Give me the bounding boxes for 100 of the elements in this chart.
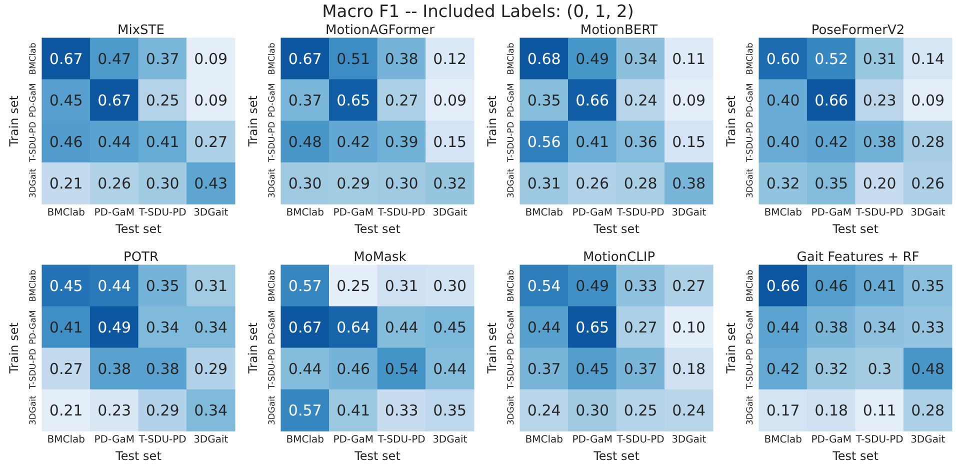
- data-label: 0.49: [98, 318, 132, 336]
- x-tick-label: T-SDU-PD: [138, 208, 187, 219]
- data-label: 0.42: [336, 132, 370, 151]
- data-label: 0.44: [98, 132, 132, 151]
- data-label: 0.37: [527, 360, 561, 378]
- x-tick-label: 3DGait: [672, 208, 706, 219]
- data-label: 0.28: [911, 401, 945, 420]
- y-axis-title: Train set: [485, 95, 499, 148]
- x-axis-title: Test set: [832, 449, 879, 463]
- y-tick-label: T-SDU-PD: [506, 348, 516, 390]
- x-tick-label: 3DGait: [194, 434, 228, 446]
- y-axis-title: Train set: [246, 322, 260, 375]
- y-tick-label: BMClab: [28, 270, 38, 302]
- data-label: 0.37: [288, 91, 322, 110]
- data-label: 0.3: [868, 360, 892, 378]
- x-axis-title: Test set: [832, 222, 879, 236]
- data-label: 0.09: [911, 91, 945, 110]
- y-tick-label: BMClab: [28, 42, 38, 75]
- data-label: 0.24: [624, 91, 658, 110]
- data-label: 0.49: [576, 50, 610, 68]
- x-axis-title: Test set: [114, 222, 162, 236]
- data-label: 0.15: [433, 132, 467, 151]
- x-tick-label: T-SDU-PD: [616, 208, 665, 219]
- x-tick-label: 3DGait: [432, 434, 468, 446]
- y-tick-label: PD-GaM: [268, 83, 278, 118]
- data-label: 0.42: [766, 360, 800, 378]
- x-axis-title: Test set: [592, 222, 640, 236]
- data-label: 0.27: [49, 360, 83, 378]
- data-label: 0.33: [911, 318, 945, 336]
- y-tick-label: PD-GaM: [746, 83, 756, 118]
- data-label: 0.67: [98, 91, 132, 110]
- data-label: 0.47: [98, 50, 132, 68]
- x-tick-label: BMClab: [764, 434, 802, 446]
- data-label: 0.41: [862, 276, 896, 295]
- data-label: 0.32: [433, 174, 467, 192]
- chart-title: MotionAGFormer: [326, 23, 436, 38]
- x-axis-title: Test set: [354, 449, 401, 463]
- y-axis-title: Train set: [246, 95, 260, 148]
- y-tick-label: PD-GaM: [746, 310, 756, 344]
- data-label: 0.33: [384, 401, 418, 420]
- x-tick-label: BMClab: [525, 208, 563, 219]
- data-label: 0.09: [194, 91, 228, 110]
- y-tick-label: T-SDU-PD: [268, 348, 278, 390]
- data-label: 0.29: [336, 174, 370, 192]
- chart-title: POTR: [123, 250, 159, 265]
- y-tick-label: 3DGait: [268, 394, 278, 426]
- data-label: 0.09: [194, 50, 228, 68]
- data-label: 0.34: [862, 318, 896, 336]
- x-tick-label: 3DGait: [432, 208, 468, 219]
- x-tick-label: BMClab: [47, 208, 85, 219]
- data-label: 0.44: [288, 360, 322, 378]
- data-label: 0.38: [862, 132, 896, 151]
- data-label: 0.26: [576, 174, 610, 192]
- data-label: 0.66: [814, 91, 848, 110]
- data-label: 0.10: [672, 318, 706, 336]
- data-label: 0.23: [862, 91, 896, 110]
- y-tick-label: T-SDU-PD: [746, 348, 756, 390]
- data-label: 0.24: [527, 401, 561, 420]
- data-label: 0.56: [527, 132, 561, 151]
- x-tick-label: T-SDU-PD: [616, 434, 665, 446]
- data-label: 0.54: [384, 360, 418, 378]
- data-label: 0.31: [384, 276, 418, 295]
- y-tick-label: BMClab: [506, 270, 516, 302]
- y-tick-label: PD-GaM: [28, 83, 38, 118]
- data-label: 0.17: [766, 401, 800, 420]
- data-label: 0.30: [288, 174, 322, 192]
- data-label: 0.27: [624, 318, 658, 336]
- chart-title: MotionCLIP: [582, 250, 656, 265]
- data-label: 0.39: [384, 132, 418, 151]
- data-label: 0.29: [194, 360, 228, 378]
- y-tick-label: 3DGait: [28, 394, 38, 426]
- data-label: 0.25: [336, 276, 370, 295]
- y-tick-label: BMClab: [746, 270, 756, 302]
- data-label: 0.40: [766, 91, 800, 110]
- data-label: 0.21: [49, 401, 83, 420]
- data-label: 0.46: [336, 360, 370, 378]
- data-label: 0.25: [146, 91, 180, 110]
- data-label: 0.37: [624, 360, 658, 378]
- data-label: 0.09: [672, 91, 706, 110]
- x-tick-label: PD-GaM: [572, 208, 612, 219]
- x-tick-label: BMClab: [525, 434, 563, 446]
- data-label: 0.36: [624, 132, 658, 151]
- data-label: 0.57: [288, 401, 322, 420]
- data-label: 0.26: [911, 174, 945, 192]
- y-tick-label: 3DGait: [746, 394, 756, 426]
- y-tick-label: PD-GaM: [28, 310, 38, 344]
- data-label: 0.64: [336, 318, 370, 336]
- x-tick-label: T-SDU-PD: [854, 434, 904, 446]
- y-tick-label: BMClab: [746, 42, 756, 75]
- y-axis-title: Train set: [724, 95, 738, 148]
- data-label: 0.42: [814, 132, 848, 151]
- y-axis-title: Train set: [7, 322, 21, 375]
- x-tick-label: BMClab: [47, 434, 85, 446]
- data-label: 0.33: [624, 276, 658, 295]
- x-axis-title: Test set: [114, 449, 162, 463]
- data-label: 0.21: [49, 174, 83, 192]
- y-tick-label: BMClab: [268, 42, 278, 75]
- data-label: 0.44: [527, 318, 561, 336]
- data-label: 0.41: [576, 132, 610, 151]
- data-label: 0.38: [814, 318, 848, 336]
